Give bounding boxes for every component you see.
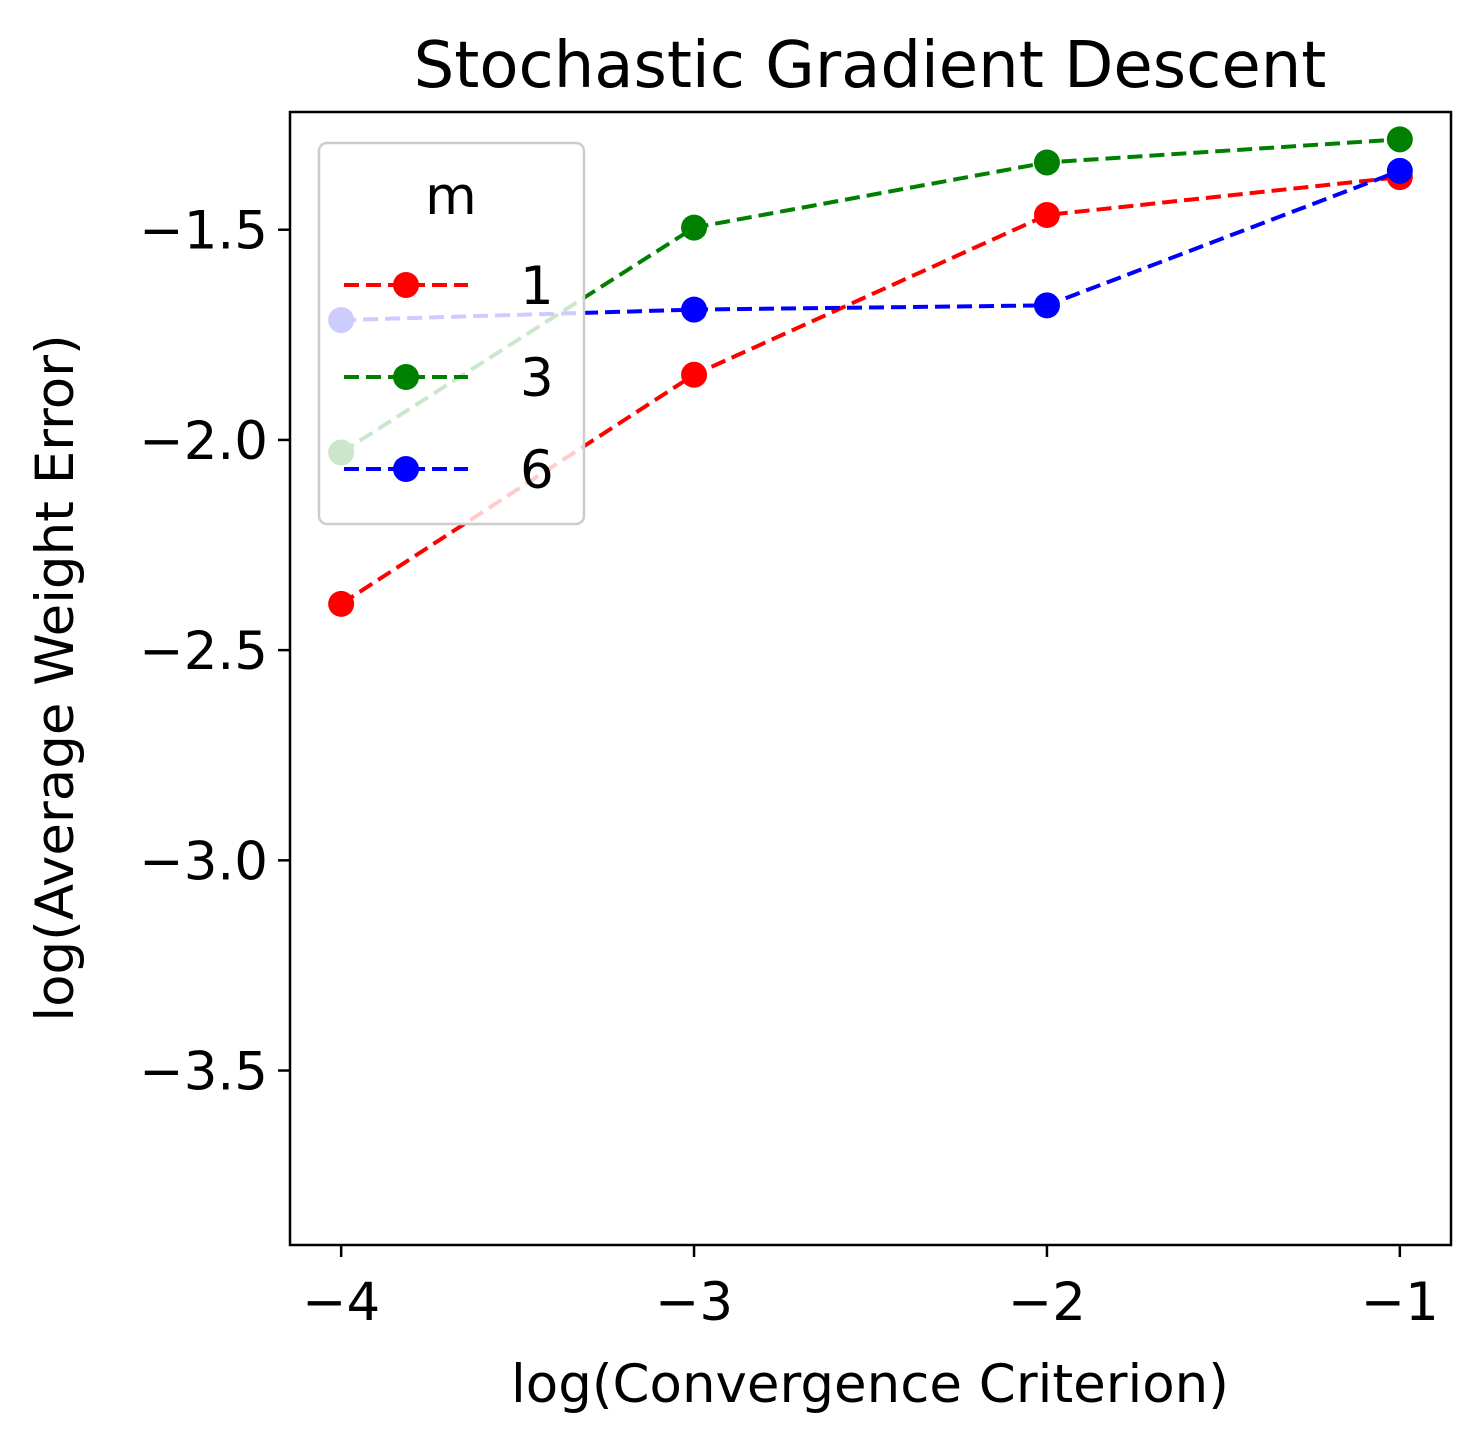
legend-item: 1 [344, 256, 554, 317]
data-point [1386, 157, 1413, 184]
chart-title: Stochastic Gradient Descent [414, 29, 1327, 103]
y-tick-label: −1.5 [139, 201, 268, 262]
legend-item: 6 [344, 440, 554, 501]
legend-marker [393, 364, 419, 390]
y-axis-ticks: −1.5 −2.0 −2.5 −3.0 −3.5 [139, 201, 290, 1103]
data-point [681, 361, 708, 388]
x-tick-label: −1 [1361, 1272, 1439, 1333]
legend: m1 3 6 [317, 141, 586, 526]
data-point [328, 590, 355, 617]
data-point [1033, 202, 1060, 228]
legend-marker [393, 456, 419, 482]
data-point [1386, 126, 1413, 153]
x-tick-label: −3 [655, 1272, 733, 1333]
legend-label: 3 [520, 348, 554, 409]
data-point [681, 296, 708, 323]
x-tick-label: −4 [302, 1272, 380, 1333]
legend-item: 3 [344, 348, 554, 409]
legend-marker [393, 272, 419, 298]
legend-label: 1 [520, 256, 554, 317]
data-point [1033, 292, 1060, 319]
y-axis-label: log(Average Weight Error) [25, 334, 86, 1021]
plot-frame [288, 110, 1453, 1247]
y-tick-label: −3.5 [139, 1042, 268, 1103]
x-axis-ticks: −4 −3 −2 −1 [302, 1245, 1439, 1333]
data-point [681, 214, 708, 241]
y-tick-label: −2.5 [139, 621, 268, 682]
x-axis-label: log(Convergence Criterion) [511, 1354, 1229, 1415]
data-point [1033, 149, 1060, 176]
legend-title: m [425, 166, 477, 227]
legend-box [317, 141, 586, 526]
x-tick-label: −2 [1008, 1272, 1086, 1333]
legend-label: 6 [520, 440, 554, 501]
y-tick-label: −3.0 [139, 831, 268, 892]
y-tick-label: −2.0 [139, 411, 268, 472]
